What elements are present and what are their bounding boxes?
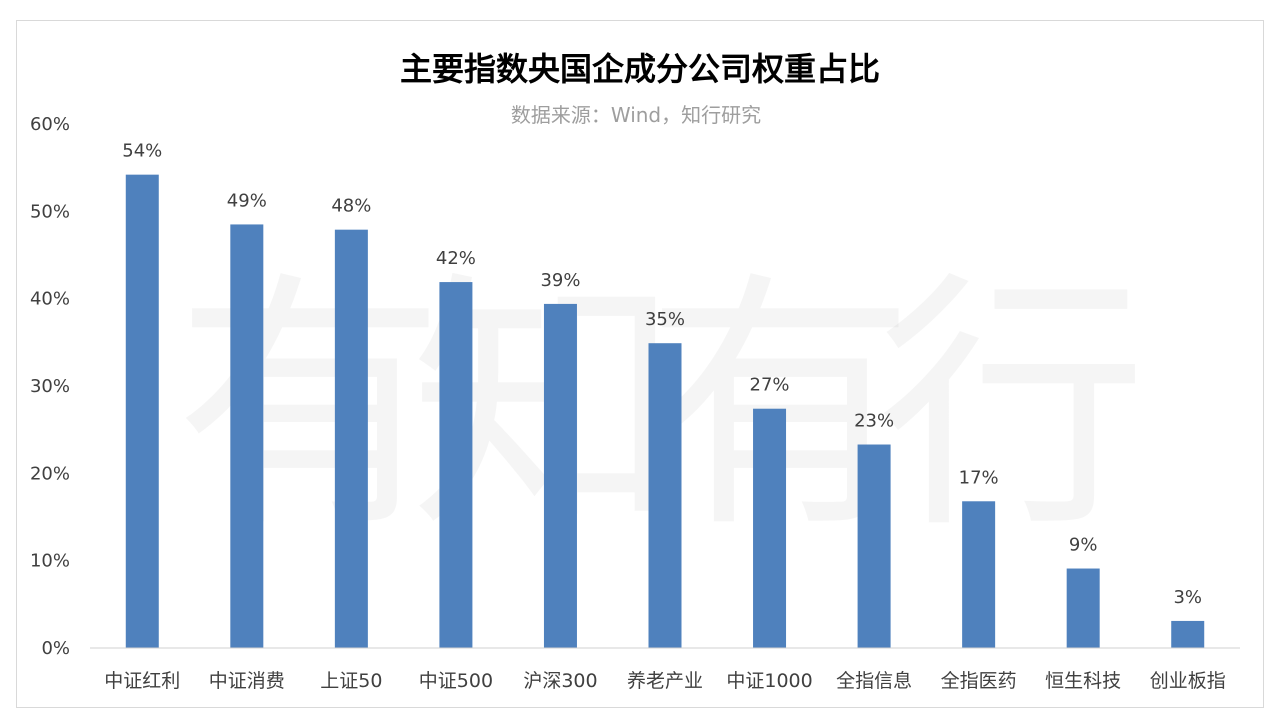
y-tick-label: 20% [30,463,70,484]
bar [125,174,159,649]
y-tick-label: 0% [41,638,70,659]
y-tick-label: 10% [30,551,70,572]
data-label: 48% [331,196,371,217]
data-labels: 54% 49% 48% 42% 39% 35% 27% 23% 17% 9% 3% [122,141,1202,608]
data-label: 17% [959,467,999,488]
x-tick-label: 中证消费 [209,670,285,692]
chart-subtitle: 数据来源：Wind，知行研究 [511,103,761,127]
x-axis: 中证红利 中证消费 上证50 中证500 沪深300 养老产业 中证1000 全指信息 全指医药… [104,670,1225,692]
x-tick-label: 养老产业 [627,670,703,692]
bar [1066,568,1100,648]
data-label: 23% [854,411,894,432]
y-tick-label: 40% [30,289,70,310]
bar [648,343,682,648]
data-label: 3% [1173,587,1202,608]
bar [543,303,577,648]
data-label: 9% [1069,535,1098,556]
x-tick-label: 沪深300 [523,670,597,692]
x-tick-label: 全指医药 [941,670,1017,692]
bar [753,408,787,648]
bar [439,282,473,648]
data-label: 27% [750,375,790,396]
y-axis: 0% 10% 20% 30% 40% 50% 60% [30,114,70,659]
data-label: 54% [122,141,162,162]
bar [962,501,996,648]
chart-frame [16,20,1264,708]
watermark-char: 行 [877,249,1147,564]
bar [230,224,264,648]
bar [857,444,891,648]
x-tick-label: 恒生科技 [1045,670,1121,692]
y-tick-label: 50% [30,201,70,222]
data-label: 49% [227,190,267,211]
data-label: 39% [540,270,580,291]
bar [334,229,368,648]
x-tick-label: 中证500 [419,670,493,692]
x-tick-label: 中证红利 [104,670,180,692]
y-tick-label: 30% [30,376,70,397]
data-label: 35% [645,309,685,330]
chart-title: 主要指数央国企成分公司权重占比 [400,50,880,88]
y-tick-label: 60% [30,114,70,135]
x-tick-label: 中证1000 [726,670,812,692]
watermark-char: 有 [175,249,445,564]
x-tick-label: 全指信息 [836,670,912,692]
watermark: 有知有行 [175,249,1147,564]
x-tick-label: 创业板指 [1150,670,1226,692]
data-label: 42% [436,248,476,269]
x-tick-label: 上证50 [320,670,382,692]
bar [1171,620,1205,648]
bar-series [125,174,1205,649]
